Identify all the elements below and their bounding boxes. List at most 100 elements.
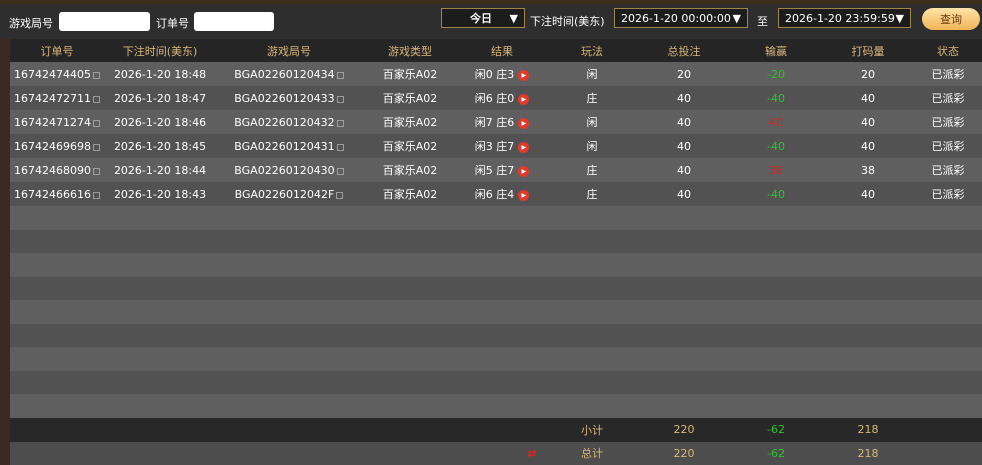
end-time-select[interactable]: 2026-1-20 23:59:59 ▼ xyxy=(778,8,911,28)
column-header: 玩法 xyxy=(546,39,638,62)
time-cell: 2026-1-20 18:45 xyxy=(104,134,216,158)
bet-cell: 闲 xyxy=(546,110,638,134)
play-video-icon[interactable]: ▶ xyxy=(518,69,530,81)
result-text: 闲6 庄4 xyxy=(474,188,515,201)
empty-cell xyxy=(730,300,822,324)
play-video-icon[interactable]: ▶ xyxy=(518,141,530,153)
copy-icon[interactable] xyxy=(92,143,100,151)
game-type: 百家乐A02 xyxy=(382,164,438,177)
empty-cell xyxy=(216,347,362,371)
empty-cell xyxy=(362,206,458,230)
empty-cell xyxy=(638,206,730,230)
empty-cell xyxy=(458,347,546,371)
play-video-icon[interactable]: ▶ xyxy=(518,93,530,105)
win-loss: 38 xyxy=(769,163,783,177)
bet-cell: 庄 xyxy=(546,86,638,110)
code-cell: 38 xyxy=(822,158,914,182)
refresh-icon[interactable]: ⇄ xyxy=(527,446,537,460)
valid-bet: 38 xyxy=(861,163,875,177)
copy-icon[interactable] xyxy=(336,167,344,175)
empty-cell xyxy=(458,323,546,347)
empty-cell xyxy=(458,394,546,418)
valid-bet: 20 xyxy=(861,67,875,81)
order-cell: 16742469698 xyxy=(10,134,104,158)
empty-row xyxy=(10,206,982,230)
round-id: BGA02260120431 xyxy=(234,139,335,153)
round-cell: BGA0226012042F xyxy=(216,182,362,206)
copy-icon[interactable] xyxy=(336,95,344,103)
query-button[interactable]: 查询 xyxy=(922,8,980,30)
period-value: 今日 xyxy=(470,12,492,25)
play-video-icon[interactable]: ▶ xyxy=(518,165,530,177)
status-text: 已派彩 xyxy=(931,188,965,201)
empty-cell xyxy=(104,253,216,277)
copy-icon[interactable] xyxy=(336,191,344,199)
empty-row xyxy=(10,370,982,394)
empty-cell xyxy=(822,394,914,418)
empty-cell xyxy=(638,300,730,324)
copy-icon[interactable] xyxy=(92,95,100,103)
empty-row xyxy=(10,253,982,277)
result-cell: 闲6 庄0 ▶ xyxy=(458,86,546,110)
bet-type: 庄 xyxy=(586,92,598,105)
empty-cell xyxy=(458,206,546,230)
copy-icon[interactable] xyxy=(336,143,344,151)
empty-cell xyxy=(362,229,458,253)
status-cell: 已派彩 xyxy=(914,62,982,86)
result-text: 闲0 庄3 xyxy=(474,68,515,81)
column-header: 游戏局号 xyxy=(216,39,362,62)
copy-icon[interactable] xyxy=(92,167,100,175)
empty-cell xyxy=(914,394,982,418)
copy-icon[interactable] xyxy=(92,71,100,79)
sum-total: 220 xyxy=(673,446,695,460)
total-cell: 20 xyxy=(638,62,730,86)
copy-icon[interactable] xyxy=(92,191,100,199)
total-cell: 40 xyxy=(638,182,730,206)
copy-icon[interactable] xyxy=(336,119,344,127)
order-id: 16742472711 xyxy=(14,91,91,105)
empty-cell xyxy=(546,347,638,371)
copy-icon[interactable] xyxy=(336,71,344,79)
win-cell: -62 xyxy=(730,417,822,442)
empty-cell xyxy=(104,370,216,394)
empty-cell xyxy=(10,323,104,347)
copy-icon[interactable] xyxy=(92,119,100,127)
start-time-select[interactable]: 2026-1-20 00:00:00 ▼ xyxy=(614,8,748,28)
empty-cell xyxy=(362,370,458,394)
empty-cell xyxy=(10,370,104,394)
empty-cell xyxy=(822,370,914,394)
empty-cell xyxy=(730,253,822,277)
empty-cell xyxy=(104,300,216,324)
type-cell: 百家乐A02 xyxy=(362,110,458,134)
win-cell: -20 xyxy=(730,62,822,86)
empty-cell xyxy=(10,253,104,277)
period-select[interactable]: 今日 ▼ xyxy=(441,8,525,28)
total-cell: 220 xyxy=(638,417,730,442)
column-header: 打码量 xyxy=(822,39,914,62)
empty-cell xyxy=(546,370,638,394)
win-cell: 40 xyxy=(730,110,822,134)
bet-time: 2026-1-20 18:46 xyxy=(113,115,207,129)
round-input[interactable] xyxy=(59,12,150,31)
empty-cell xyxy=(10,229,104,253)
order-input[interactable] xyxy=(194,12,274,31)
empty-cell xyxy=(104,229,216,253)
bet-type: 闲 xyxy=(586,116,598,129)
column-header: 总投注 xyxy=(638,39,730,62)
sum-total: 220 xyxy=(673,423,695,436)
result-cell: 闲0 庄3 ▶ xyxy=(458,62,546,86)
bet-type: 闲 xyxy=(586,68,598,81)
blank-cell xyxy=(10,441,104,465)
round-cell: BGA02260120434 xyxy=(216,62,362,86)
empty-cell xyxy=(730,347,822,371)
table-row: 16742469698 2026-1-20 18:45 BGA02260120431… xyxy=(10,134,982,158)
empty-cell xyxy=(362,253,458,277)
total-cell: 40 xyxy=(638,110,730,134)
total-cell: 220 xyxy=(638,441,730,465)
empty-cell xyxy=(730,394,822,418)
code-cell: 40 xyxy=(822,134,914,158)
play-video-icon[interactable]: ▶ xyxy=(518,189,530,201)
play-video-icon[interactable]: ▶ xyxy=(518,117,530,129)
order-cell: 16742474405 xyxy=(10,62,104,86)
table-row: 16742468090 2026-1-20 18:44 BGA02260120430… xyxy=(10,158,982,182)
